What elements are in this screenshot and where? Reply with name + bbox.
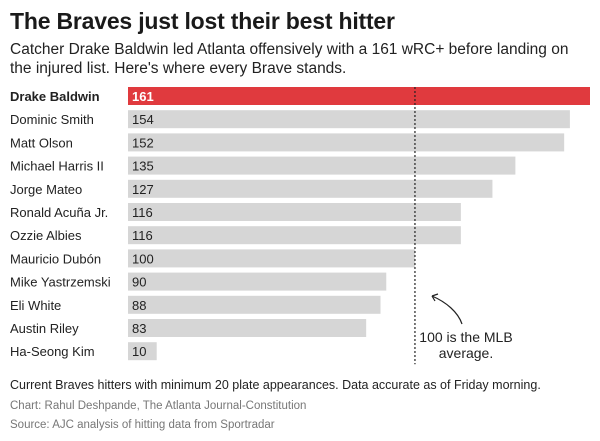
data-label: 88 bbox=[132, 298, 146, 313]
category-label: Mike Yastrzemski bbox=[10, 275, 111, 290]
annotation-arrow bbox=[431, 295, 463, 325]
category-label: Ronald Acuña Jr. bbox=[10, 205, 108, 220]
chart-title: The Braves just lost their best hitter bbox=[10, 8, 395, 34]
reference-annotation: 100 is the MLB average. bbox=[419, 329, 512, 361]
category-label: Mauricio Dubón bbox=[10, 251, 101, 266]
bar bbox=[128, 133, 565, 152]
data-label: 135 bbox=[132, 159, 154, 174]
bar bbox=[128, 156, 516, 175]
data-label: 100 bbox=[132, 251, 154, 266]
bar bbox=[128, 110, 570, 129]
category-label: Dominic Smith bbox=[10, 112, 94, 127]
data-label: 83 bbox=[132, 321, 146, 336]
bar-chart: Drake Baldwin 161 Dominic Smith 154 Matt Ols… bbox=[10, 87, 590, 365]
category-label: Ha-Seong Kim bbox=[10, 344, 95, 359]
bar bbox=[128, 249, 415, 268]
bar bbox=[128, 342, 157, 361]
data-label: 90 bbox=[132, 275, 146, 290]
category-label: Drake Baldwin bbox=[10, 89, 100, 104]
bar bbox=[128, 295, 381, 314]
category-label: Ozzie Albies bbox=[10, 228, 82, 243]
bar bbox=[128, 179, 493, 198]
chart-subtitle: Catcher Drake Baldwin led Atlanta offens… bbox=[10, 41, 569, 77]
category-label: Eli White bbox=[10, 298, 61, 313]
annotation-arrowhead bbox=[431, 293, 439, 302]
chart-note: Current Braves hitters with minimum 20 p… bbox=[10, 378, 541, 392]
bar bbox=[128, 203, 461, 221]
category-label: Matt Olson bbox=[10, 135, 73, 150]
data-label: 10 bbox=[132, 344, 146, 359]
data-label: 116 bbox=[132, 228, 153, 243]
category-label: Michael Harris II bbox=[10, 159, 104, 174]
chart-credit: Chart: Rahul Deshpande, The Atlanta Jour… bbox=[10, 400, 307, 412]
data-label: 161 bbox=[132, 89, 154, 104]
category-label: Austin Riley bbox=[10, 321, 79, 336]
data-label: 154 bbox=[132, 112, 154, 127]
data-label: 116 bbox=[132, 205, 153, 220]
data-label: 127 bbox=[132, 182, 154, 197]
category-label: Jorge Mateo bbox=[10, 182, 82, 197]
chart-source: Source: AJC analysis of hitting data fro… bbox=[10, 419, 275, 431]
bar bbox=[128, 319, 367, 337]
data-label: 152 bbox=[132, 135, 154, 150]
bar bbox=[128, 226, 461, 245]
bar bbox=[128, 87, 590, 105]
bar bbox=[128, 272, 387, 291]
